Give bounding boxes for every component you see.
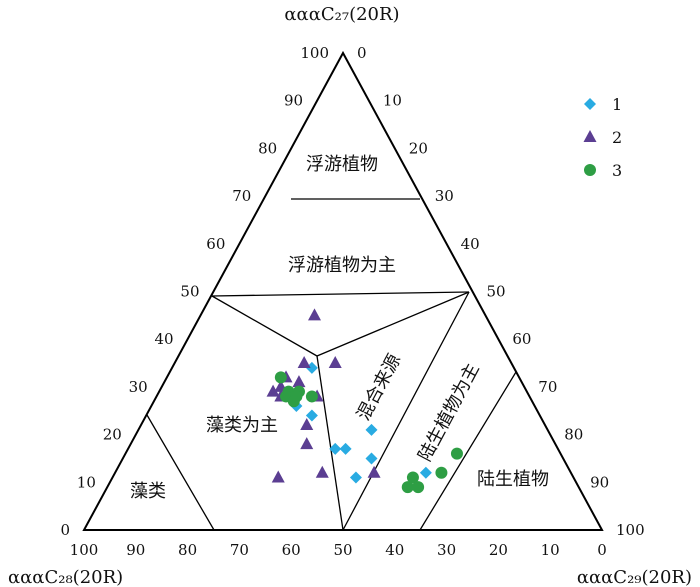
bottom-tick-label: 100 — [70, 541, 99, 559]
bottom-tick-label: 70 — [230, 541, 249, 559]
circle-point — [287, 395, 300, 408]
left-tick-label: 100 — [300, 44, 329, 62]
diamond-point — [329, 442, 342, 455]
right-tick-label: 80 — [564, 426, 583, 444]
region-label-plankton: 浮游植物 — [306, 154, 378, 175]
left-tick-label: 10 — [77, 473, 96, 491]
bottom-tick-label: 50 — [333, 541, 352, 559]
legend-entry-3: 3 — [584, 161, 622, 180]
bottom-tick-label: 90 — [126, 541, 145, 559]
boundary-plankton-dominant — [211, 291, 470, 297]
triangle-point — [367, 465, 381, 478]
left-tick-label: 20 — [103, 426, 122, 444]
region-label-algae: 藻类 — [130, 481, 166, 502]
bottom-tick-label: 20 — [489, 541, 508, 559]
left-tick-label: 90 — [284, 92, 303, 110]
triangle-point — [300, 418, 314, 431]
axis-title-left: αααC₂₈(20R) — [8, 567, 123, 587]
legend-label: 3 — [612, 161, 622, 180]
boundary-mixed-right — [342, 291, 470, 531]
region-boundaries — [146, 198, 517, 531]
bottom-tick-label: 60 — [282, 541, 301, 559]
boundary-algae — [146, 414, 215, 531]
right-tick-label: 30 — [435, 187, 454, 205]
axis-title-right: αααC₂₉(20R) — [577, 567, 692, 587]
bottom-ticks: 100 90 80 70 60 50 40 30 20 10 0 — [70, 541, 607, 559]
right-tick-label: 10 — [383, 92, 402, 110]
left-tick-label: 50 — [180, 283, 199, 301]
bottom-tick-label: 80 — [178, 541, 197, 559]
boundary-mixed-upper — [211, 295, 318, 357]
circle-point — [435, 466, 448, 479]
region-label-plankton-dominant: 浮游植物为主 — [288, 255, 396, 276]
circle-point — [401, 481, 414, 494]
circle-point — [406, 471, 419, 484]
diamond-point — [365, 452, 378, 465]
diamond-point — [419, 466, 432, 479]
data-points — [266, 308, 463, 494]
right-tick-label: 100 — [616, 521, 645, 539]
triangle-point — [328, 356, 342, 369]
triangle-point — [271, 470, 285, 483]
circle-point — [274, 371, 287, 384]
right-tick-label: 50 — [487, 283, 506, 301]
right-tick-label: 60 — [512, 330, 531, 348]
diamond-point — [305, 361, 318, 374]
left-tick-label: 80 — [258, 139, 277, 157]
left-tick-label: 60 — [206, 235, 225, 253]
triangle-point — [266, 384, 280, 397]
bottom-tick-label: 0 — [597, 541, 607, 559]
triangle-point — [308, 308, 322, 321]
right-tick-label: 90 — [590, 473, 609, 491]
right-tick-label: 70 — [538, 378, 557, 396]
region-label-mixed: 混合来源 — [353, 351, 405, 424]
left-tick-label: 30 — [129, 378, 148, 396]
triangle-point — [297, 356, 311, 369]
legend-marker — [584, 164, 596, 176]
diamond-point — [339, 442, 352, 455]
triangle-point — [300, 437, 314, 450]
diamond-point — [349, 471, 362, 484]
boundary-mixed-top — [316, 291, 470, 357]
diamond-point — [305, 409, 318, 422]
right-tick-label: 0 — [357, 44, 367, 62]
right-tick-label: 40 — [461, 235, 480, 253]
left-tick-label: 40 — [155, 330, 174, 348]
circle-point — [450, 447, 463, 460]
boundary-terrestrial — [419, 371, 517, 531]
boundary-mixed-left — [316, 355, 344, 531]
circle-point — [305, 390, 318, 403]
left-tick-label: 0 — [60, 521, 70, 539]
legend-entry-2: 2 — [583, 128, 622, 147]
bottom-tick-label: 30 — [437, 541, 456, 559]
circle-point — [412, 481, 425, 494]
triangle-point — [315, 465, 329, 478]
legend-marker — [583, 130, 597, 142]
legend-marker — [584, 98, 596, 110]
bottom-tick-label: 10 — [541, 541, 560, 559]
diamond-point — [365, 423, 378, 436]
right-side-ticks: 0 10 20 30 40 50 60 70 80 90 100 — [357, 44, 645, 539]
legend-label: 2 — [612, 128, 622, 147]
series-3 — [274, 371, 463, 494]
left-tick-label: 70 — [232, 187, 251, 205]
legend-entry-1: 1 — [584, 95, 622, 114]
right-tick-label: 20 — [409, 139, 428, 157]
bottom-tick-label: 40 — [385, 541, 404, 559]
region-label-algae-dominant: 藻类为主 — [206, 415, 278, 436]
left-side-ticks: 0 10 20 30 40 50 60 70 80 90 100 — [60, 44, 329, 539]
legend-label: 1 — [612, 95, 622, 114]
legend: 1 2 3 — [583, 95, 622, 180]
triangle-point — [292, 375, 306, 388]
axis-title-top: αααC₂₇(20R) — [284, 4, 399, 25]
region-label-terrestrial: 陆生植物 — [477, 469, 549, 490]
ternary-frame — [82, 50, 604, 531]
